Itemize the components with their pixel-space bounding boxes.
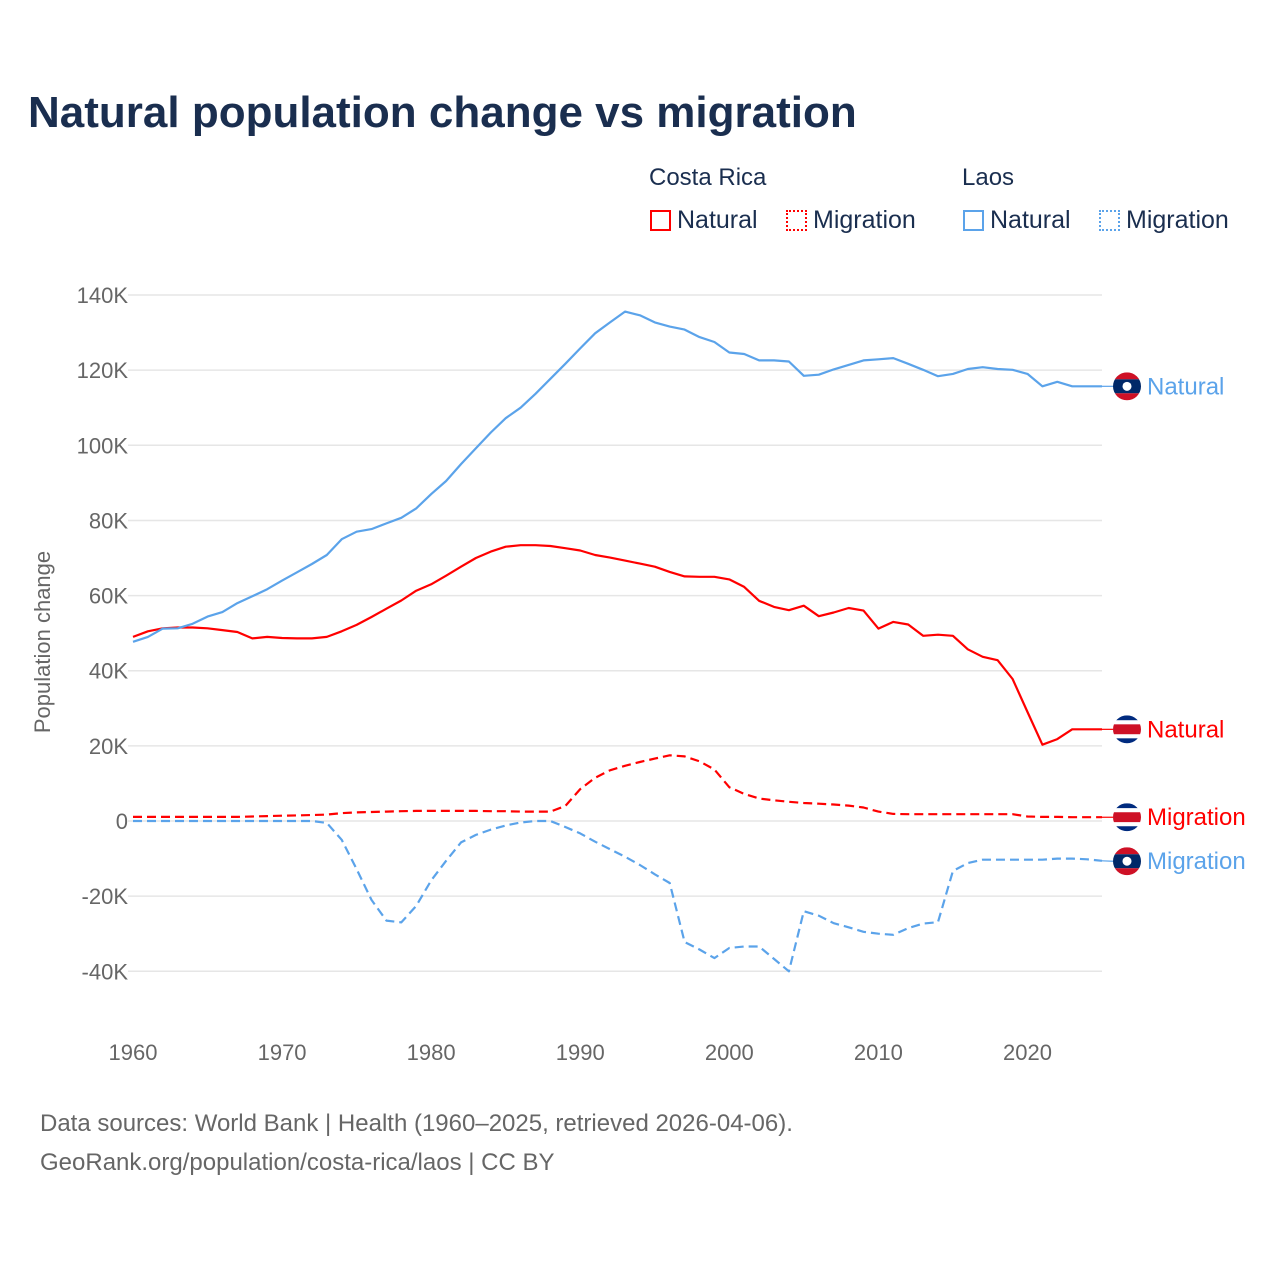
- costa-rica-flag-icon: [1113, 803, 1141, 832]
- y-tick-label: 60K: [89, 584, 128, 609]
- legend-swatch-solid-icon: [650, 210, 671, 231]
- legend-item-costa-rica-natural[interactable]: Natural: [650, 206, 758, 235]
- y-tick-label: 20K: [89, 734, 128, 759]
- x-tick-label: 1970: [258, 1040, 307, 1065]
- series-line-laos-natural: [132, 310, 1102, 643]
- series-line-costa-rica-migration: [133, 754, 1102, 819]
- end-label-costa-rica: Natural: [1147, 716, 1224, 743]
- legend-label: Migration: [1126, 206, 1229, 234]
- x-tick-label: 1980: [407, 1040, 456, 1065]
- end-label-laos: Migration: [1147, 848, 1246, 875]
- x-tick-label: 2000: [705, 1040, 754, 1065]
- y-tick-label: 80K: [89, 508, 128, 533]
- source-line-1: Data sources: World Bank | Health (1960–…: [40, 1110, 793, 1137]
- series-line-costa-rica-natural: [132, 544, 1102, 746]
- legend-swatch-dotted-icon: [1099, 210, 1120, 231]
- x-tick-label: 1960: [109, 1040, 158, 1065]
- source-line-2[interactable]: GeoRank.org/population/costa-rica/laos |…: [40, 1149, 555, 1176]
- legend-item-costa-rica-migration[interactable]: Migration: [786, 206, 916, 235]
- end-label-laos: Natural: [1147, 373, 1224, 400]
- y-tick-label: 140K: [77, 283, 129, 308]
- costa-rica-flag-icon: [1113, 715, 1141, 744]
- chart-title: Natural population change vs migration: [28, 88, 857, 137]
- end-label-costa-rica: Migration: [1147, 804, 1246, 831]
- legend-label: Migration: [813, 206, 916, 234]
- y-tick-label: 40K: [89, 659, 128, 684]
- laos-flag-icon: [1113, 372, 1141, 401]
- x-tick-label: 2010: [854, 1040, 903, 1065]
- legend-group-laos: Laos: [962, 164, 1015, 191]
- x-tick-label: 1990: [556, 1040, 605, 1065]
- legend-label: Natural: [677, 206, 758, 234]
- legend-item-laos-natural[interactable]: Natural: [963, 206, 1071, 235]
- legend-swatch-solid-icon: [963, 210, 984, 231]
- y-axis-label: Population change: [30, 551, 55, 733]
- y-tick-label: 100K: [77, 433, 129, 458]
- legend-group-costa-rica: Costa Rica: [649, 164, 767, 191]
- y-tick-label: -40K: [82, 959, 129, 984]
- legend-swatch-dotted-icon: [786, 210, 807, 231]
- y-tick-label: -20K: [82, 884, 129, 909]
- series-line-laos-migration: [133, 819, 1103, 973]
- x-tick-label: 2020: [1003, 1040, 1052, 1065]
- y-tick-label: 0: [116, 809, 128, 834]
- laos-flag-icon: [1113, 847, 1141, 876]
- legend-item-laos-migration[interactable]: Migration: [1099, 206, 1229, 235]
- y-tick-label: 120K: [77, 358, 129, 383]
- legend-label: Natural: [990, 206, 1071, 234]
